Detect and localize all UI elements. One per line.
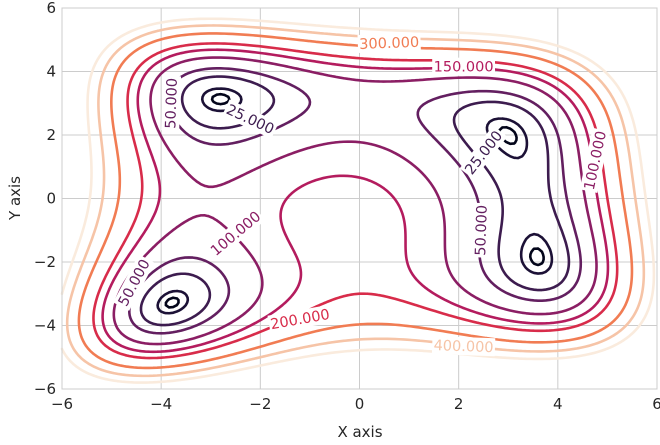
y-tick-labels: −6 −4 −2 0 2 4 6 [34, 0, 56, 398]
contour-label-text: 150.000 [434, 60, 494, 76]
x-tick-label: −4 [150, 395, 172, 413]
x-tick-label: 2 [454, 395, 464, 413]
y-tick-label: 6 [46, 0, 56, 17]
contour-label-text: 50.000 [163, 78, 181, 129]
y-tick-label: 0 [46, 190, 56, 208]
x-axis-label: X axis [337, 423, 382, 441]
x-tick-label: 6 [652, 395, 660, 413]
y-tick-label: −4 [34, 317, 56, 335]
x-tick-label: 4 [553, 395, 563, 413]
contour-label: 300.000 [358, 33, 421, 53]
contour-label-text: 300.000 [359, 35, 419, 53]
y-tick-label: −2 [34, 253, 56, 271]
contour-label: 50.000 [161, 76, 181, 131]
contour-label-text: 400.000 [433, 338, 493, 356]
y-tick-label: 4 [46, 63, 56, 81]
y-tick-label: 2 [46, 126, 56, 144]
contour-label: 150.000 [432, 58, 495, 76]
contour-label-text: 50.000 [473, 205, 491, 256]
y-axis-label: Y axis [6, 176, 24, 221]
x-tick-label: 0 [355, 395, 365, 413]
contour-label: 400.000 [432, 336, 495, 356]
x-tick-label: −2 [249, 395, 271, 413]
contour-label: 50.000 [471, 203, 491, 258]
x-tick-labels: −6 −4 −2 0 2 4 6 [51, 395, 660, 413]
y-tick-label: −6 [34, 380, 56, 398]
